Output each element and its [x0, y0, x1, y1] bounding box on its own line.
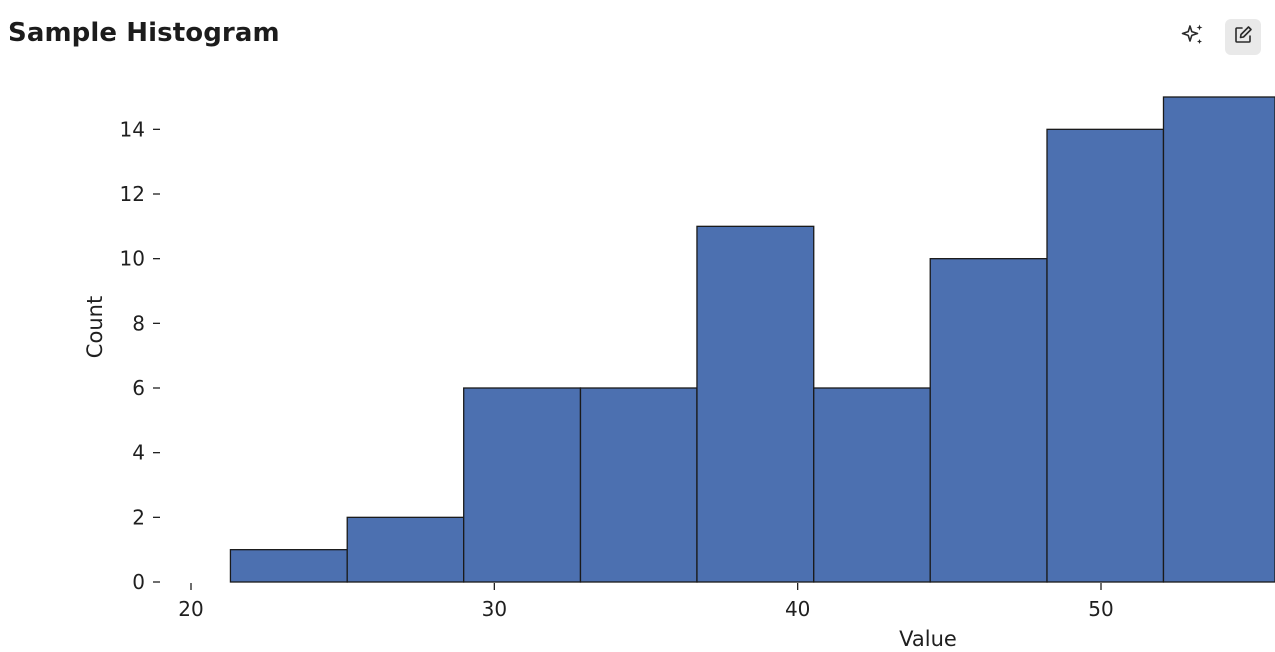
- histogram-bar: [929, 258, 1048, 583]
- chart-toolbar: [1175, 19, 1261, 55]
- edit-button[interactable]: [1225, 19, 1261, 55]
- y-axis-label: Count: [83, 296, 107, 358]
- y-axis: 0 2 4 6 8 10 12 14: [120, 117, 160, 594]
- y-tick-label: 6: [132, 376, 145, 400]
- y-tick-label: 12: [120, 182, 145, 206]
- y-tick-label: 10: [120, 247, 145, 271]
- y-tick-label: 14: [120, 117, 145, 141]
- histogram-bar: [1046, 128, 1165, 583]
- chart-title: Sample Histogram: [8, 18, 280, 48]
- y-tick-label: 0: [132, 570, 145, 594]
- x-tick-label: 30: [482, 597, 507, 621]
- sparkles-icon: [1180, 22, 1206, 52]
- y-tick-label: 2: [132, 505, 145, 529]
- x-axis: 20 30 40 50: [178, 583, 1114, 621]
- y-tick-label: 4: [132, 441, 145, 465]
- histogram-bar: [1162, 96, 1275, 583]
- histogram-bar: [229, 549, 348, 583]
- x-tick-label: 20: [178, 597, 203, 621]
- edit-icon: [1232, 24, 1254, 50]
- chart-header: Sample Histogram: [0, 0, 1275, 72]
- ai-assist-button[interactable]: [1175, 19, 1211, 55]
- x-tick-label: 50: [1088, 597, 1113, 621]
- histogram-bar: [813, 387, 931, 583]
- histogram-bar: [463, 387, 582, 583]
- histogram-bar: [346, 516, 465, 583]
- histogram-bar: [579, 387, 698, 583]
- x-tick-label: 40: [785, 597, 810, 621]
- x-axis-label: Value: [899, 627, 957, 651]
- bars-group: [229, 96, 1275, 583]
- histogram-bar: [696, 225, 815, 583]
- y-tick-label: 8: [132, 311, 145, 335]
